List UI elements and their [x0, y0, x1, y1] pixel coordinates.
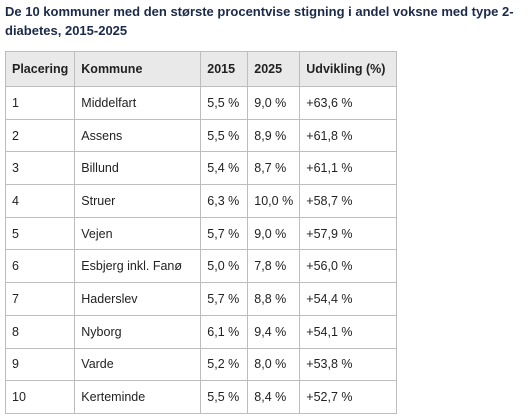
- table-cell: 9,0 %: [247, 216, 301, 251]
- table-cell: 8: [4, 314, 76, 349]
- table-cell: 8,8 %: [247, 282, 301, 316]
- table-cell: +54,1 %: [299, 314, 398, 349]
- table-title: De 10 kommuner med den største procentvi…: [5, 4, 514, 38]
- table-cell: +61,1 %: [299, 151, 398, 186]
- table-row: 8 Nyborg 6,1 % 9,4 % +54,1 %: [4, 314, 398, 349]
- table-cell: 8,4 %: [247, 380, 301, 414]
- table-cell: 8,9 %: [247, 118, 301, 153]
- table-cell: 5,5 %: [200, 118, 249, 153]
- table-cell: Esbjerg inkl. Fanø: [74, 249, 202, 284]
- table-cell: 10: [4, 380, 76, 414]
- table-cell: +61,8 %: [299, 118, 398, 153]
- table-cell: 9: [4, 347, 76, 382]
- table-cell: +58,7 %: [299, 184, 398, 218]
- header-cell: Kommune: [74, 51, 202, 87]
- header-cell: 2015: [200, 51, 249, 87]
- table-cell: Struer: [74, 184, 202, 218]
- table-cell: 10,0 %: [247, 184, 301, 218]
- table-cell: +54,4 %: [299, 282, 398, 316]
- table-cell: +53,8 %: [299, 347, 398, 382]
- table-cell: 6,3 %: [200, 184, 249, 218]
- header-cell: Placering: [4, 51, 76, 87]
- header-cell: Udvikling (%): [299, 51, 398, 87]
- table-cell: 5: [4, 216, 76, 251]
- table-cell: 1: [4, 86, 76, 120]
- table-row: 7 Haderslev 5,7 % 8,8 % +54,4 %: [4, 282, 398, 316]
- table-cell: 5,5 %: [200, 380, 249, 414]
- table-cell: Haderslev: [74, 282, 202, 316]
- table-row: 3 Billund 5,4 % 8,7 % +61,1 %: [4, 151, 398, 186]
- table-cell: Vejen: [74, 216, 202, 251]
- table-cell: +52,7 %: [299, 380, 398, 414]
- table-cell: 4: [4, 184, 76, 218]
- table-cell: Assens: [74, 118, 202, 153]
- table-cell: +56,0 %: [299, 249, 398, 284]
- table-cell: 5,2 %: [200, 347, 249, 382]
- table-cell: Billund: [74, 151, 202, 186]
- table-row: 5 Vejen 5,7 % 9,0 % +57,9 %: [4, 216, 398, 251]
- header-row: Placering Kommune 2015 2025 Udvikling (%): [4, 51, 398, 87]
- table-cell: +57,9 %: [299, 216, 398, 251]
- table-cell: 5,0 %: [200, 249, 249, 284]
- table-row: 6 Esbjerg inkl. Fanø 5,0 % 7,8 % +56,0 %: [4, 249, 398, 284]
- header-cell: 2025: [247, 51, 301, 87]
- table-row: 9 Varde 5,2 % 8,0 % +53,8 %: [4, 347, 398, 382]
- table-cell: Varde: [74, 347, 202, 382]
- table-cell: 6: [4, 249, 76, 284]
- table-cell: 5,5 %: [200, 86, 249, 120]
- table-cell: Nyborg: [74, 314, 202, 349]
- table-cell: 7,8 %: [247, 249, 301, 284]
- table-cell: 9,4 %: [247, 314, 301, 349]
- table-cell: 5,7 %: [200, 216, 249, 251]
- table-row: 10 Kerteminde 5,5 % 8,4 % +52,7 %: [4, 380, 398, 414]
- table-cell: Middelfart: [74, 86, 202, 120]
- table-cell: 9,0 %: [247, 86, 301, 120]
- table-cell: 5,7 %: [200, 282, 249, 316]
- table-cell: 7: [4, 282, 76, 316]
- table-cell: 6,1 %: [200, 314, 249, 349]
- table-row: 1 Middelfart 5,5 % 9,0 % +63,6 %: [4, 86, 398, 120]
- table-body: 1 Middelfart 5,5 % 9,0 % +63,6 % 2 Assens 5,5 %…: [4, 86, 398, 414]
- table-cell: +63,6 %: [299, 86, 398, 120]
- table-cell: 2: [4, 118, 76, 153]
- table-cell: 3: [4, 151, 76, 186]
- table-cell: 5,4 %: [200, 151, 249, 186]
- table-cell: 8,7 %: [247, 151, 301, 186]
- table-row: 4 Struer 6,3 % 10,0 % +58,7 %: [4, 184, 398, 218]
- table-cell: 8,0 %: [247, 347, 301, 382]
- table-cell: Kerteminde: [74, 380, 202, 414]
- table-row: 2 Assens 5,5 % 8,9 % +61,8 %: [4, 118, 398, 153]
